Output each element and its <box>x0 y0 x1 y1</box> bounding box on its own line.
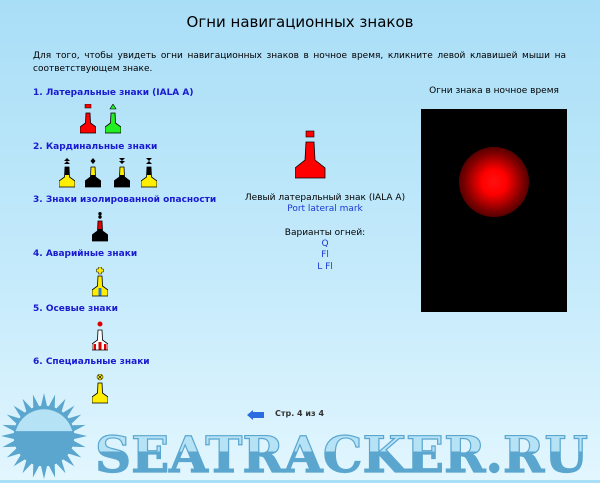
west-cardinal-buoy[interactable] <box>140 158 158 191</box>
section-heading: 4. Аварийные знаки <box>33 249 138 259</box>
starboard-lateral-buoy[interactable] <box>104 103 122 137</box>
sun-logo-icon <box>0 392 88 483</box>
variant-fl[interactable]: Fl <box>321 250 329 260</box>
light-glow <box>459 147 529 217</box>
section-heading: 5. Осевые знаки <box>33 304 118 314</box>
south-cardinal-buoy[interactable] <box>113 158 131 191</box>
safe-water-buoy[interactable] <box>91 321 109 354</box>
watermark-text: SEATRACKER.RU <box>95 426 588 478</box>
selected-caption: Левый латеральный знак (IALA A) <box>244 193 406 203</box>
selected-buoy-image <box>294 130 331 183</box>
arrow-left-icon[interactable] <box>247 410 264 423</box>
section-heading: 2. Кардинальные знаки <box>33 142 158 152</box>
variants-label: Варианты огней: <box>284 228 366 238</box>
variant-q[interactable]: Q <box>321 239 329 249</box>
emergency-wreck-buoy[interactable] <box>91 266 109 300</box>
night-label: Огни знака в ночное время <box>429 86 559 96</box>
selected-name-en: Port lateral mark <box>287 204 363 214</box>
special-mark-buoy[interactable] <box>91 373 109 407</box>
section-heading: 1. Латеральные знаки (IALA A) <box>33 88 194 98</box>
north-cardinal-buoy[interactable] <box>58 158 76 191</box>
isolated-danger-buoy[interactable] <box>91 212 109 245</box>
section-heading: 3. Знаки изолированной опасности <box>33 195 217 205</box>
watermark-logo: SEATRACKER.RU <box>95 426 589 478</box>
section-heading: 6. Специальные знаки <box>33 357 150 367</box>
night-light-view <box>421 109 567 312</box>
east-cardinal-buoy[interactable] <box>84 158 102 191</box>
variant-l-fl[interactable]: L Fl <box>317 262 333 272</box>
pager-text: Стр. 4 из 4 <box>275 409 325 418</box>
intro-text: Для того, чтобы увидеть огни навигационн… <box>33 51 566 74</box>
page-title: Огни навигационных знаков <box>186 13 414 31</box>
port-lateral-buoy[interactable] <box>79 103 97 137</box>
